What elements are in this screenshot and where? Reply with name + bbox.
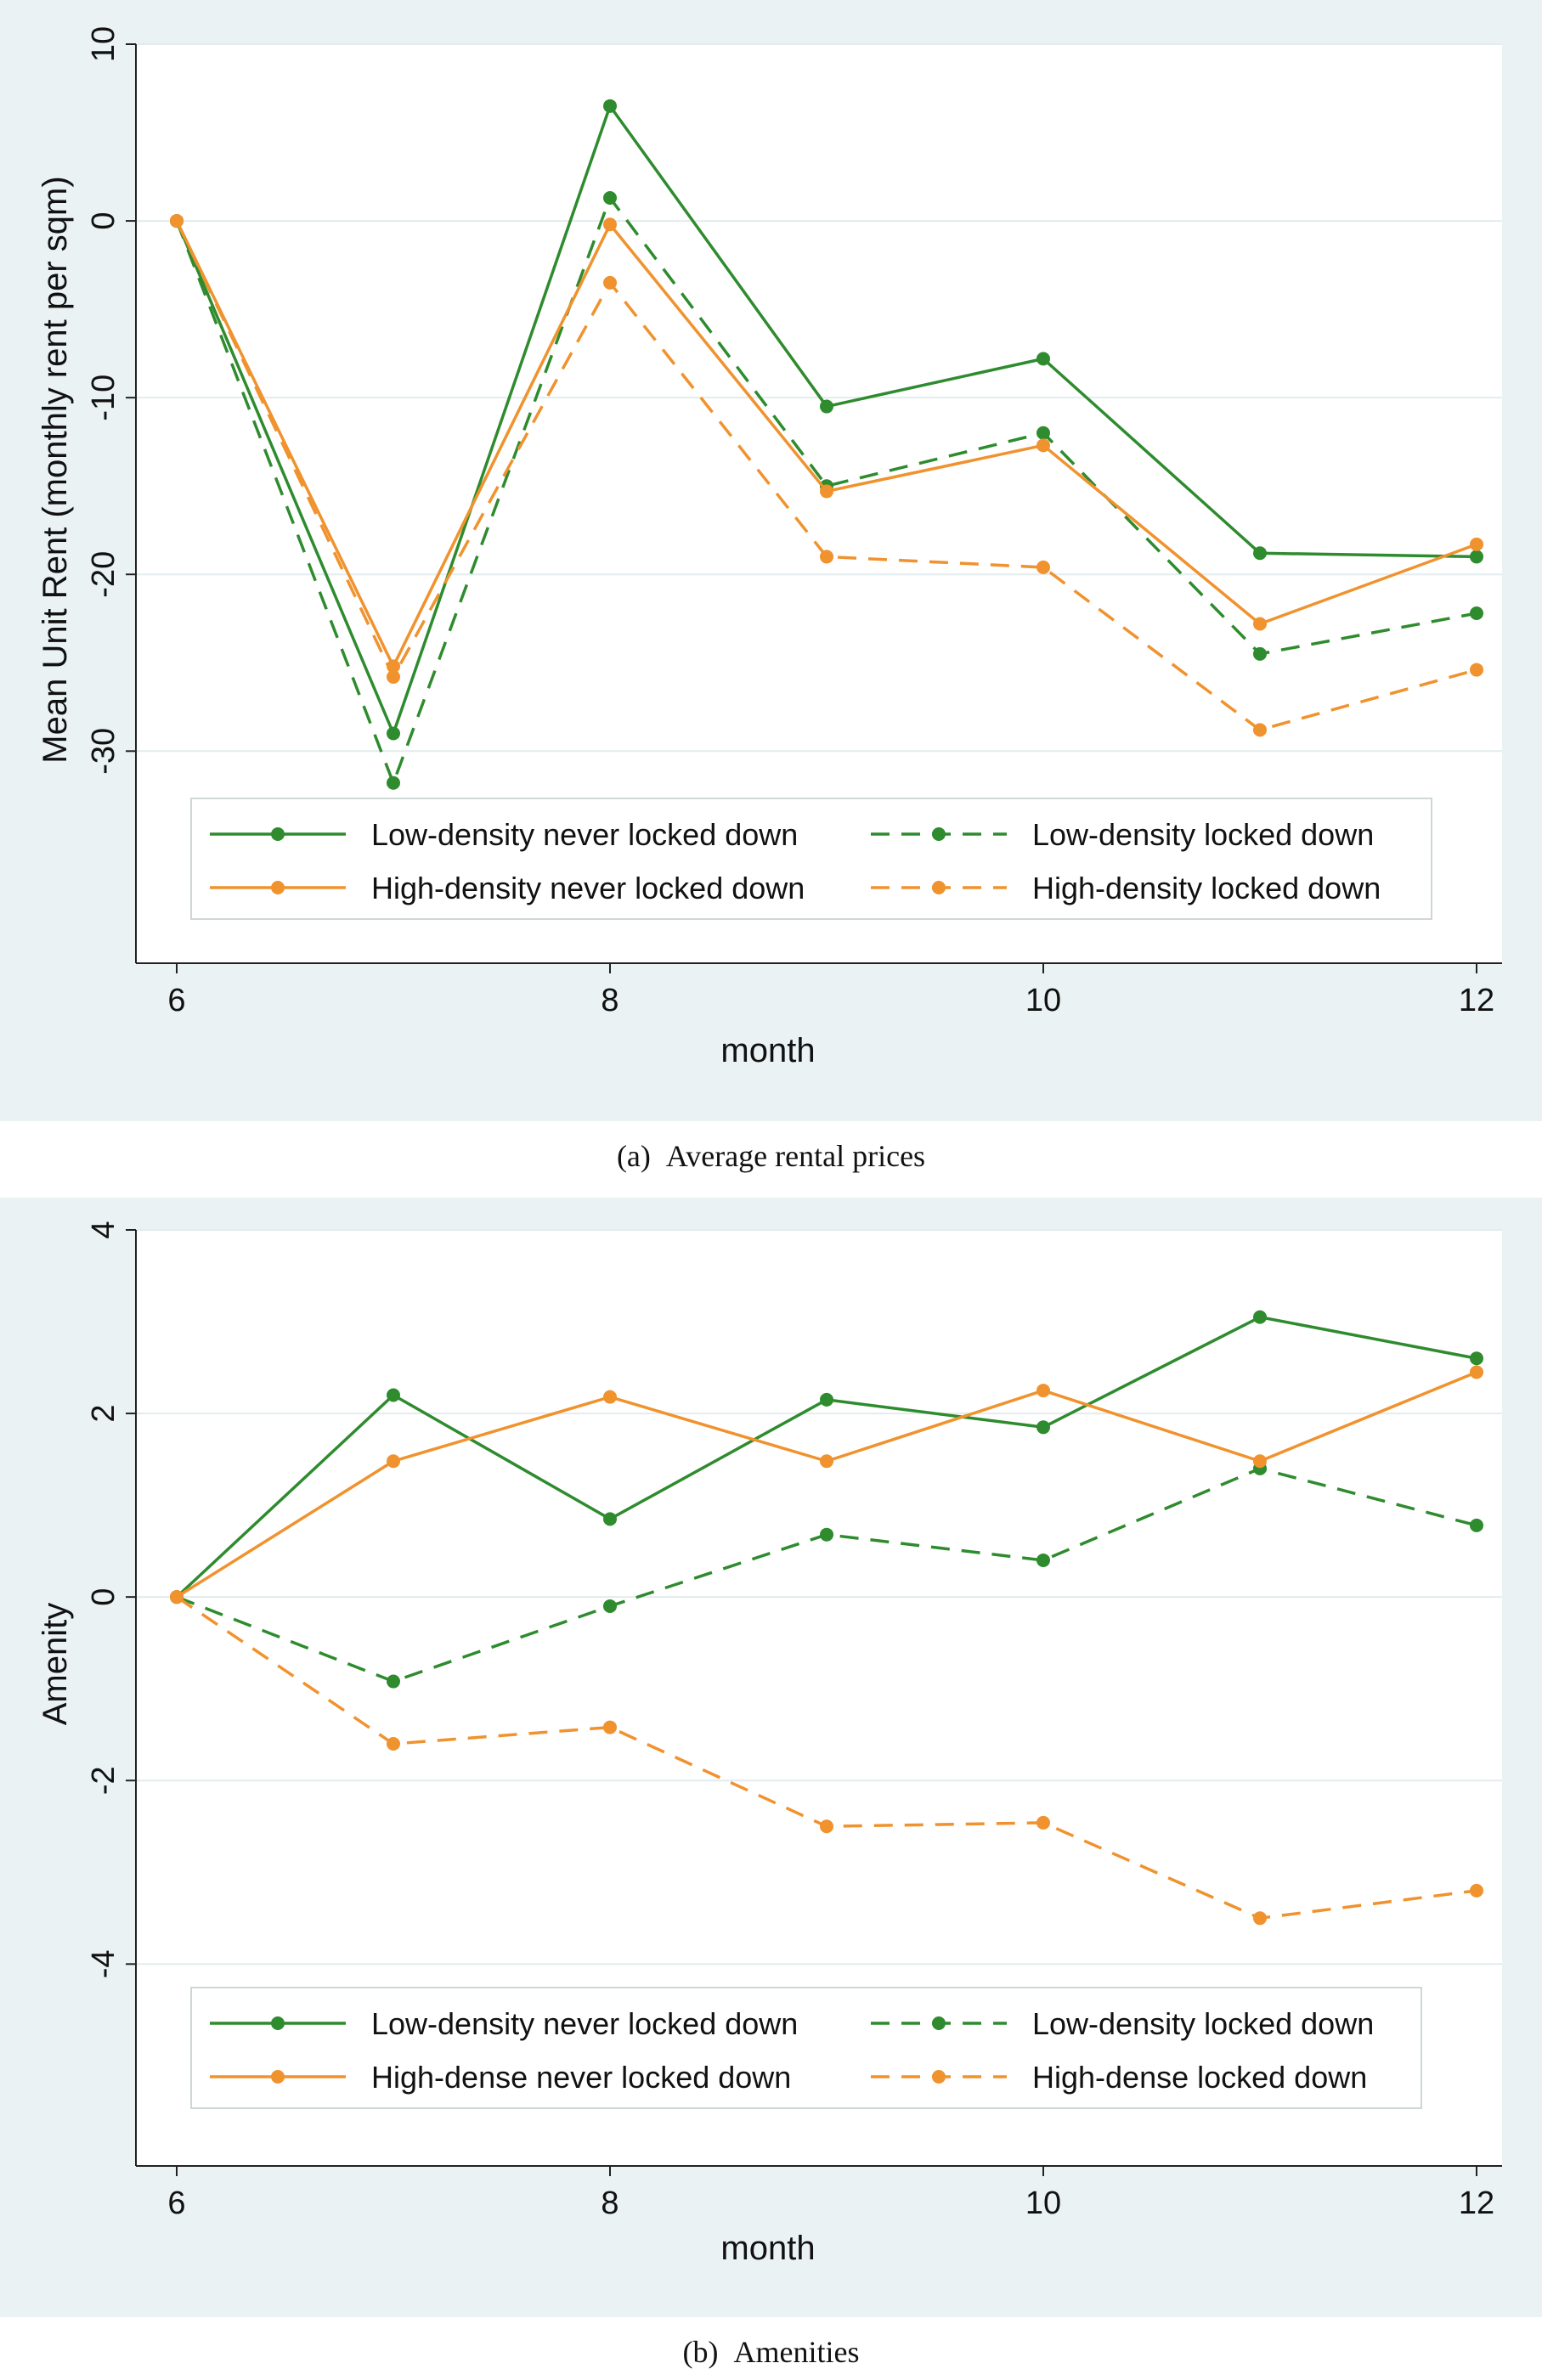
- data-point-a-low-density-never-locked-down: [1036, 352, 1050, 366]
- data-point-a-low-density-locked-down: [603, 191, 617, 206]
- chart-panel-b: 4 2 0 -2 -4 6 8 10 12 month Amenity Low-density nev…: [0, 1198, 1542, 2317]
- data-point-a-high-density-never-locked-down: [1253, 617, 1267, 631]
- legend-label-b-high-dense-never-locked-down: High-dense never locked down: [371, 2060, 791, 2095]
- data-point-b-low-density-locked-down: [820, 1527, 833, 1542]
- chart-b-x-tick-label: 6: [167, 2185, 185, 2221]
- legend-label-a-low-density-never-locked-down: Low-density never locked down: [371, 817, 798, 852]
- data-point-b-high-dense-never-locked-down: [1470, 1365, 1483, 1379]
- legend-marker-b-high-dense-never-locked-down: [271, 2070, 285, 2084]
- chart-b-y-tick-label: 0: [86, 1588, 121, 1606]
- data-point-a-high-density-locked-down: [1470, 663, 1483, 677]
- data-point-b-high-dense-locked-down: [1036, 1815, 1050, 1830]
- legend-label-a-high-density-locked-down: High-density locked down: [1032, 871, 1381, 905]
- data-point-b-low-density-never-locked-down: [387, 1388, 400, 1402]
- data-point-a-low-density-never-locked-down: [603, 99, 617, 113]
- data-point-b-low-density-locked-down: [603, 1599, 617, 1613]
- data-point-a-high-density-never-locked-down: [1036, 438, 1050, 453]
- legend-label-b-low-density-locked-down: Low-density locked down: [1032, 2006, 1374, 2041]
- data-point-a-high-density-locked-down: [170, 214, 184, 228]
- data-point-b-low-density-never-locked-down: [820, 1392, 833, 1407]
- chart-b-x-tick-label: 10: [1025, 2185, 1061, 2221]
- legend-marker-b-low-density-never-locked-down: [271, 2016, 285, 2030]
- chart-a-y-tick-label: 10: [86, 26, 121, 62]
- data-point-a-low-density-never-locked-down: [387, 726, 400, 741]
- legend-label-b-high-dense-locked-down: High-dense locked down: [1032, 2060, 1367, 2095]
- data-point-a-low-density-locked-down: [387, 775, 400, 790]
- chart-b-x-tick-label: 12: [1459, 2185, 1494, 2221]
- data-point-b-high-dense-never-locked-down: [820, 1454, 833, 1469]
- chart-a-legend: [190, 798, 1432, 920]
- data-point-a-low-density-never-locked-down: [1470, 550, 1483, 564]
- caption-b-label: (b): [682, 2335, 719, 2369]
- legend-marker-b-high-dense-locked-down: [932, 2070, 946, 2084]
- data-point-a-low-density-locked-down: [1253, 646, 1267, 661]
- chart-b-y-axis-label: Amenity: [37, 1603, 74, 1726]
- data-point-b-low-density-never-locked-down: [1253, 1310, 1267, 1324]
- data-point-a-low-density-never-locked-down: [820, 399, 833, 414]
- legend-marker-a-low-density-locked-down: [932, 827, 946, 841]
- legend-label-a-high-density-never-locked-down: High-density never locked down: [371, 871, 805, 905]
- data-point-a-low-density-never-locked-down: [1253, 546, 1267, 561]
- legend-marker-a-high-density-never-locked-down: [271, 881, 285, 894]
- legend-label-a-low-density-locked-down: Low-density locked down: [1032, 817, 1374, 852]
- chart-b-x-axis-label: month: [720, 2230, 815, 2267]
- data-point-b-high-dense-locked-down: [387, 1737, 400, 1751]
- caption-a-text: Average rental prices: [665, 1139, 926, 1173]
- chart-a-x-tick-label: 6: [167, 983, 185, 1018]
- chart-a-y-axis-label: Mean Unit Rent (monthly rent per sqm): [37, 176, 74, 763]
- data-point-b-high-dense-never-locked-down: [1253, 1454, 1267, 1469]
- data-point-b-low-density-locked-down: [387, 1674, 400, 1689]
- data-point-b-low-density-locked-down: [1036, 1553, 1050, 1567]
- data-point-b-low-density-never-locked-down: [603, 1512, 617, 1526]
- data-point-b-high-dense-locked-down: [1470, 1883, 1483, 1898]
- data-point-a-high-density-never-locked-down: [603, 217, 617, 232]
- chart-b-svg: 4 2 0 -2 -4 6 8 10 12 month Amenity Low-density nev…: [0, 1198, 1542, 2317]
- chart-a-y-tick-label: -30: [86, 728, 121, 775]
- data-point-a-high-density-never-locked-down: [1470, 537, 1483, 551]
- chart-a-svg: 10 0 -10 -20 -30 6 8 10 12 month Mean Unit Rent (m…: [0, 0, 1542, 1121]
- data-point-a-low-density-locked-down: [1470, 606, 1483, 621]
- chart-panel-a: 10 0 -10 -20 -30 6 8 10 12 month Mean Unit Rent (m…: [0, 0, 1542, 1121]
- data-point-b-high-dense-never-locked-down: [387, 1454, 400, 1469]
- data-point-b-high-dense-locked-down: [1253, 1911, 1267, 1926]
- chart-a-y-tick-label: 0: [86, 212, 121, 230]
- caption-b: (b) Amenities: [0, 2334, 1542, 2370]
- caption-a: (a) Average rental prices: [0, 1138, 1542, 1174]
- data-point-b-high-dense-never-locked-down: [603, 1390, 617, 1404]
- chart-a-x-tick-label: 10: [1025, 983, 1061, 1018]
- data-point-b-high-dense-locked-down: [820, 1819, 833, 1834]
- chart-a-x-tick-label: 12: [1459, 983, 1494, 1018]
- data-point-a-low-density-locked-down: [1036, 426, 1050, 440]
- data-point-b-high-dense-never-locked-down: [1036, 1384, 1050, 1398]
- data-point-b-high-dense-locked-down: [170, 1590, 184, 1605]
- chart-b-y-tick-label: -4: [86, 1949, 121, 1978]
- data-point-b-low-density-never-locked-down: [1470, 1351, 1483, 1366]
- chart-a-y-tick-label: -10: [86, 375, 121, 421]
- chart-a-x-tick-label: 8: [601, 983, 618, 1018]
- legend-label-b-low-density-never-locked-down: Low-density never locked down: [371, 2006, 798, 2041]
- chart-b-x-tick-label: 8: [601, 2185, 618, 2221]
- chart-b-legend: [190, 1987, 1422, 2109]
- data-point-a-high-density-locked-down: [1036, 560, 1050, 574]
- legend-marker-b-low-density-locked-down: [932, 2016, 946, 2030]
- caption-b-text: Amenities: [733, 2335, 860, 2369]
- chart-b-y-tick-label: 2: [86, 1405, 121, 1423]
- data-point-b-low-density-locked-down: [1470, 1518, 1483, 1532]
- chart-a-x-axis-label: month: [720, 1032, 815, 1069]
- caption-a-label: (a): [616, 1139, 651, 1173]
- legend-marker-a-low-density-never-locked-down: [271, 827, 285, 841]
- chart-b-y-tick-label: 4: [86, 1221, 121, 1238]
- data-point-b-low-density-never-locked-down: [1036, 1420, 1050, 1435]
- data-point-a-high-density-locked-down: [387, 669, 400, 684]
- data-point-a-high-density-never-locked-down: [820, 484, 833, 499]
- chart-a-y-tick-label: -20: [86, 551, 121, 598]
- data-point-a-high-density-locked-down: [603, 275, 617, 290]
- chart-b-y-tick-label: -2: [86, 1766, 121, 1795]
- data-point-a-high-density-locked-down: [1253, 723, 1267, 737]
- legend-marker-a-high-density-locked-down: [932, 881, 946, 894]
- data-point-b-high-dense-locked-down: [603, 1720, 617, 1734]
- data-point-a-high-density-locked-down: [820, 550, 833, 564]
